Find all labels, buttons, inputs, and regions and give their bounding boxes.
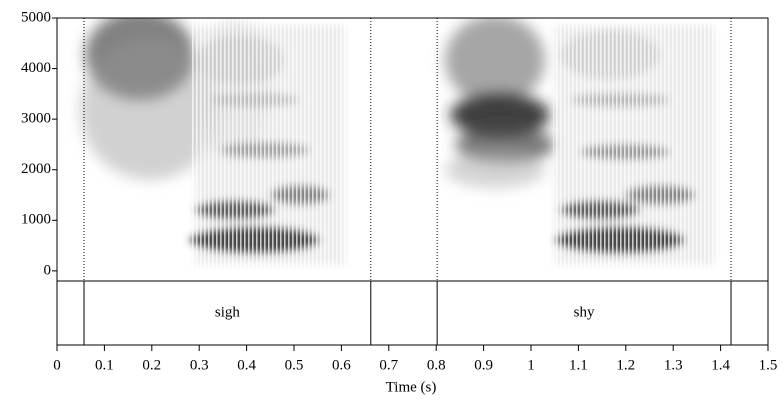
x-tick-label: 0.1 (95, 357, 114, 373)
x-tick-label: 0.2 (142, 357, 161, 373)
y-tick-label: 4000 (21, 60, 51, 76)
x-tick-label: 0.9 (474, 357, 493, 373)
y-tick-label: 2000 (21, 161, 51, 177)
y-tick-label: 5000 (21, 9, 51, 25)
y-tick-label: 3000 (21, 111, 51, 127)
x-tick-label: 0 (53, 357, 61, 373)
interval-label: sigh (215, 304, 241, 320)
frame (56, 17, 769, 346)
y-tick-label: 1000 (21, 212, 51, 228)
y-tick-label: 0 (44, 262, 52, 278)
x-tick-label: 0.3 (190, 357, 209, 373)
x-tick-label: 0.4 (237, 357, 256, 373)
x-tick-label: 0.7 (379, 357, 398, 373)
x-tick-label: 1.1 (569, 357, 588, 373)
x-tick-label: 1 (527, 357, 535, 373)
shy-fricative (445, 18, 555, 188)
spectrogram-texture (80, 18, 723, 273)
x-tick-label: 0.6 (332, 357, 351, 373)
x-tick-label: 1.5 (759, 357, 778, 373)
x-tick-label: 0.5 (285, 357, 304, 373)
interval-label: shy (574, 304, 595, 320)
x-tick-label: 0.8 (427, 357, 446, 373)
x-tick-label: 1.4 (711, 357, 730, 373)
x-axis-label: Time (s) (386, 379, 437, 395)
x-tick-label: 1.2 (616, 357, 635, 373)
x-tick-label: 1.3 (664, 357, 683, 373)
